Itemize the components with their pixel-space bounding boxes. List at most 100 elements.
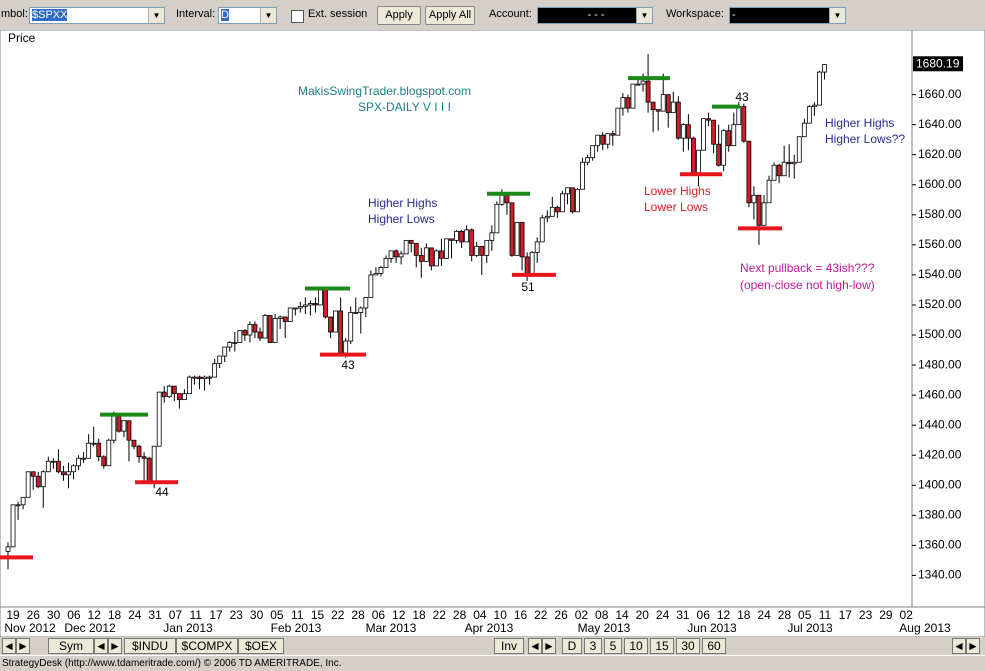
month-label: May 2013 — [578, 621, 631, 635]
account-input[interactable]: - - - ▼ — [537, 7, 653, 24]
workspace-label: Workspace: — [666, 8, 724, 20]
candle-body — [131, 439, 137, 447]
x-tick-label: 07 — [169, 608, 183, 622]
candle-body — [237, 330, 243, 343]
apply-all-button[interactable]: Apply All — [425, 6, 475, 25]
y-tick-label: 1580.00 — [918, 207, 962, 221]
candle-body — [91, 442, 97, 445]
symbol-tab[interactable]: Sym — [48, 638, 94, 654]
apply-button[interactable]: Apply — [377, 6, 421, 25]
candle-body — [610, 133, 616, 136]
candle-body — [368, 274, 374, 298]
y-tick-label: 1340.00 — [918, 568, 962, 582]
interval-tab[interactable]: 30 — [676, 638, 700, 654]
symbol-tab[interactable]: $OEX — [238, 638, 284, 654]
candle-body — [267, 315, 273, 343]
candle-body — [66, 471, 71, 476]
workspace-input[interactable]: - ▼ — [729, 7, 846, 24]
candle-body — [756, 194, 762, 226]
candle-body — [378, 267, 384, 274]
candle-body — [181, 393, 187, 401]
symbol-input[interactable]: $SPXX ▼ — [29, 7, 165, 24]
annotation: 44 — [155, 485, 169, 499]
candle-body — [338, 310, 344, 354]
x-tick-label: 12 — [392, 608, 406, 622]
candle-body — [766, 179, 772, 204]
dropdown-arrow[interactable]: ▼ — [829, 8, 845, 23]
scroll-arrow[interactable]: ◄ — [952, 638, 966, 654]
candle-body — [197, 376, 202, 380]
y-tick-label: 1520.00 — [918, 297, 962, 311]
candle-body — [166, 385, 172, 398]
scroll-arrow[interactable]: ◄ — [94, 638, 108, 654]
candle-body — [665, 94, 671, 114]
candle-body — [776, 164, 782, 177]
interval-input[interactable]: D ▼ — [218, 7, 277, 24]
candle-body — [640, 80, 646, 85]
scroll-arrow[interactable]: ► — [16, 638, 30, 654]
candle-body — [675, 101, 681, 139]
y-tick-label: 1360.00 — [918, 538, 962, 552]
candle-body — [439, 250, 444, 259]
candle-body — [10, 504, 16, 548]
candle-body — [691, 137, 696, 174]
candle-body — [217, 355, 223, 364]
ext-session-checkbox[interactable] — [291, 10, 304, 23]
candle-body — [20, 496, 26, 506]
dropdown-arrow[interactable]: ▼ — [260, 8, 276, 23]
interval-tab[interactable]: 5 — [604, 638, 622, 654]
candle-body — [242, 330, 248, 336]
candle-body — [801, 122, 807, 138]
candle-body — [45, 460, 51, 473]
x-tick-label: 14 — [615, 608, 629, 622]
x-tick-label: 19 — [6, 608, 20, 622]
dropdown-arrow[interactable]: ▼ — [636, 8, 652, 23]
month-label: Apr 2013 — [465, 621, 514, 635]
annotation: SPX-DAILY V I I I — [358, 100, 451, 114]
inv-tab[interactable]: Inv — [494, 638, 524, 654]
interval-tab[interactable]: 15 — [650, 638, 674, 654]
y-tick-label: 1540.00 — [918, 267, 962, 281]
scroll-arrow[interactable]: ► — [108, 638, 122, 654]
candle-body — [277, 316, 283, 319]
candle-body — [111, 415, 117, 441]
scroll-arrow[interactable]: ► — [542, 638, 556, 654]
candle-body — [151, 445, 157, 483]
month-label: Feb 2013 — [271, 621, 322, 635]
status-bar: StrategyDesk (http://www.tdameritrade.co… — [0, 655, 985, 670]
candle-body — [570, 187, 575, 213]
candle-body — [741, 106, 747, 142]
dropdown-arrow[interactable]: ▼ — [148, 8, 164, 23]
scroll-arrow[interactable]: ◄ — [528, 638, 542, 654]
candle-body — [408, 239, 414, 244]
candle-body — [141, 456, 147, 459]
candle-body — [812, 104, 817, 108]
candle-body — [121, 420, 127, 432]
interval-tab[interactable]: 10 — [624, 638, 648, 654]
candle-body — [771, 164, 777, 181]
candle-body — [474, 245, 480, 256]
annotation: (open-close not high-low) — [740, 278, 875, 292]
candle-body — [202, 376, 207, 380]
candle-body — [680, 124, 686, 139]
candle-body — [287, 307, 293, 322]
symbol-tab[interactable]: $INDU — [124, 638, 176, 654]
scroll-arrow[interactable]: ◄ — [2, 638, 16, 654]
candle-body — [343, 340, 349, 354]
interval-tab[interactable]: 3 — [584, 638, 602, 654]
symbol-tab[interactable]: $COMPX — [176, 638, 238, 654]
interval-tab[interactable]: 60 — [702, 638, 726, 654]
x-tick-label: 31 — [148, 608, 162, 622]
panel-label: Price — [8, 31, 36, 45]
y-tick-label: 1440.00 — [918, 417, 962, 431]
x-tick-label: 22 — [433, 608, 447, 622]
y-tick-label: 1420.00 — [918, 447, 962, 461]
candle-body — [806, 106, 812, 124]
candle-body — [449, 238, 454, 241]
annotation: Lower Lows — [644, 200, 708, 214]
scroll-arrow[interactable]: ► — [966, 638, 980, 654]
candle-body — [262, 315, 268, 339]
candle-body — [171, 385, 177, 395]
x-tick-label: 06 — [372, 608, 386, 622]
interval-tab[interactable]: D — [562, 638, 582, 654]
